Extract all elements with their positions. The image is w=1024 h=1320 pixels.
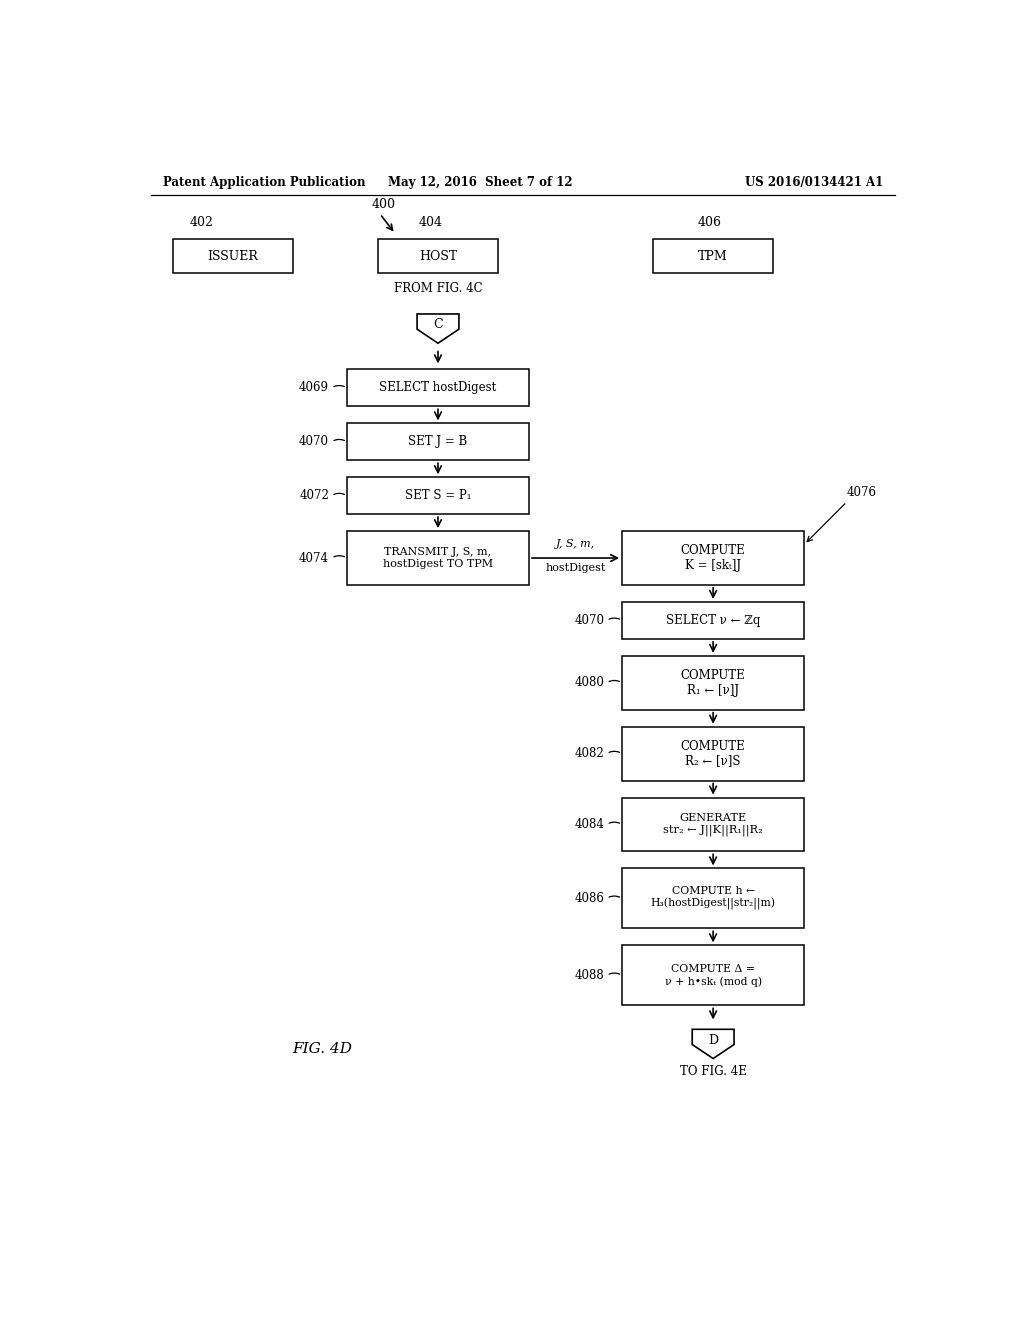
Text: COMPUTE
R₁ ← [ν]J: COMPUTE R₁ ← [ν]J: [681, 669, 745, 697]
Text: TO FIG. 4E: TO FIG. 4E: [680, 1065, 746, 1077]
Text: FIG. 4D: FIG. 4D: [292, 1043, 352, 1056]
FancyBboxPatch shape: [378, 239, 498, 273]
Text: May 12, 2016  Sheet 7 of 12: May 12, 2016 Sheet 7 of 12: [388, 176, 573, 189]
Text: 4074: 4074: [299, 552, 329, 565]
Text: ISSUER: ISSUER: [207, 249, 258, 263]
FancyBboxPatch shape: [653, 239, 773, 273]
FancyBboxPatch shape: [622, 602, 804, 639]
Text: C: C: [433, 318, 442, 331]
FancyBboxPatch shape: [622, 945, 804, 1006]
Text: D: D: [708, 1034, 718, 1047]
FancyBboxPatch shape: [622, 869, 804, 928]
Polygon shape: [417, 314, 459, 343]
Text: 4084: 4084: [574, 818, 604, 832]
Text: 4082: 4082: [574, 747, 604, 760]
FancyBboxPatch shape: [347, 531, 529, 585]
Text: 4072: 4072: [299, 490, 329, 502]
Text: TPM: TPM: [698, 249, 728, 263]
FancyBboxPatch shape: [622, 531, 804, 585]
Text: 406: 406: [697, 216, 722, 230]
Text: 4070: 4070: [574, 614, 604, 627]
Polygon shape: [692, 1030, 734, 1059]
Text: 402: 402: [190, 216, 214, 230]
Text: 4086: 4086: [574, 892, 604, 906]
Text: COMPUTE
K = [skₜ]J: COMPUTE K = [skₜ]J: [681, 544, 745, 572]
Text: 4070: 4070: [299, 436, 329, 449]
Text: GENERATE
str₂ ← J||K||R₁||R₂: GENERATE str₂ ← J||K||R₁||R₂: [664, 813, 763, 836]
Text: hostDigest: hostDigest: [546, 562, 606, 573]
Text: SELECT hostDigest: SELECT hostDigest: [379, 381, 497, 395]
FancyBboxPatch shape: [622, 797, 804, 851]
Text: HOST: HOST: [419, 249, 457, 263]
Text: TRANSMIT J, S, m,
hostDigest TO TPM: TRANSMIT J, S, m, hostDigest TO TPM: [383, 548, 494, 569]
Text: J, S, m,: J, S, m,: [556, 539, 595, 549]
Text: COMPUTE
R₂ ← [ν]S: COMPUTE R₂ ← [ν]S: [681, 739, 745, 768]
Text: SET S = P₁: SET S = P₁: [404, 490, 471, 502]
Text: 4088: 4088: [574, 969, 604, 982]
Text: 404: 404: [419, 216, 442, 230]
FancyBboxPatch shape: [347, 424, 529, 461]
Text: FROM FIG. 4C: FROM FIG. 4C: [393, 282, 482, 296]
Text: SET J = B: SET J = B: [409, 436, 468, 449]
Text: 4069: 4069: [299, 381, 329, 395]
Text: COMPUTE h ←
H₃(hostDigest||str₂||m): COMPUTE h ← H₃(hostDigest||str₂||m): [650, 887, 775, 911]
FancyBboxPatch shape: [622, 656, 804, 710]
FancyBboxPatch shape: [347, 370, 529, 407]
FancyBboxPatch shape: [622, 726, 804, 780]
Text: US 2016/0134421 A1: US 2016/0134421 A1: [745, 176, 884, 189]
Text: 400: 400: [372, 198, 396, 211]
Text: SELECT ν ← ℤq: SELECT ν ← ℤq: [666, 614, 760, 627]
Text: Patent Application Publication: Patent Application Publication: [163, 176, 366, 189]
Text: COMPUTE Δ =
ν + h•skₜ (mod q): COMPUTE Δ = ν + h•skₜ (mod q): [665, 964, 762, 986]
Text: 4080: 4080: [574, 676, 604, 689]
FancyBboxPatch shape: [347, 478, 529, 515]
FancyBboxPatch shape: [173, 239, 293, 273]
Text: 4076: 4076: [847, 486, 877, 499]
